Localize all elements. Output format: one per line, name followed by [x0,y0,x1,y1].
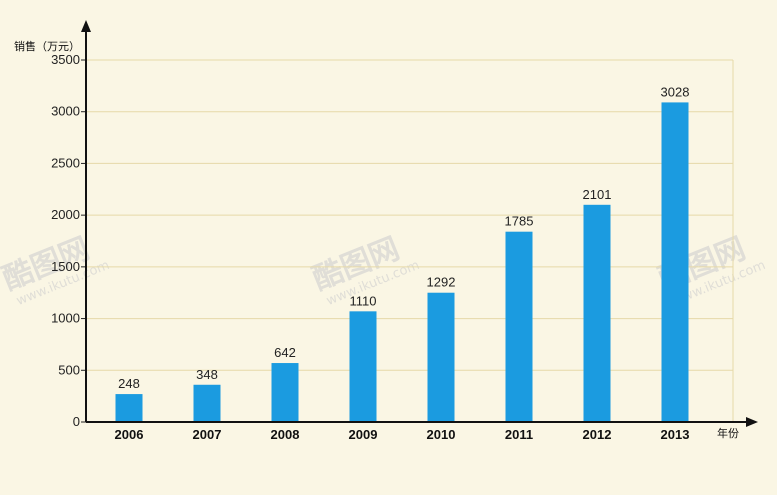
y-tick-label: 3500 [51,52,80,67]
bar [505,231,533,422]
x-tick-label: 2010 [427,427,456,442]
x-tick-label: 2008 [271,427,300,442]
y-tick-label: 1500 [51,259,80,274]
y-tick-label: 1000 [51,311,80,326]
bar [661,102,689,423]
x-tick-label: 2006 [115,427,144,442]
bar-value-label: 3028 [661,84,690,99]
y-tick-label: 2000 [51,207,80,222]
x-axis-arrow [746,417,758,427]
axes [81,20,758,427]
bar [193,384,221,422]
bar-value-label: 1785 [505,214,534,229]
grid-lines [86,59,734,422]
y-axis-arrow [81,20,91,32]
x-tick-label: 2007 [193,427,222,442]
bar [349,311,377,422]
bar [115,394,143,422]
data-labels: 248 348 642 1110 1292 1785 2101 3028 [118,84,689,391]
x-tick-label: 2013 [661,427,690,442]
bar-value-label: 1292 [427,275,456,290]
bar-value-label: 248 [118,376,140,391]
bar-value-label: 642 [274,345,296,360]
y-tick-label: 3000 [51,104,80,119]
bar-value-label: 1110 [350,293,377,308]
y-tick-label: 500 [58,362,80,377]
bar [427,292,455,422]
y-tick-label: 0 [73,414,80,429]
bar-value-label: 2101 [583,187,612,202]
y-tick-label: 2500 [51,155,80,170]
x-tick-labels: 2006 2007 2008 2009 2010 2011 2012 2013 [115,427,690,442]
bar [271,363,299,422]
bar [583,204,611,422]
y-tick-labels: 0 500 1000 1500 2000 2500 3000 3500 [51,52,80,429]
x-axis-title: 年份 [717,426,739,440]
x-tick-label: 2009 [349,427,378,442]
bar-value-label: 348 [196,367,218,382]
bars [115,102,689,423]
y-axis-title: 销售（万元） [14,39,80,53]
x-tick-label: 2012 [583,427,612,442]
x-tick-label: 2011 [505,427,533,442]
